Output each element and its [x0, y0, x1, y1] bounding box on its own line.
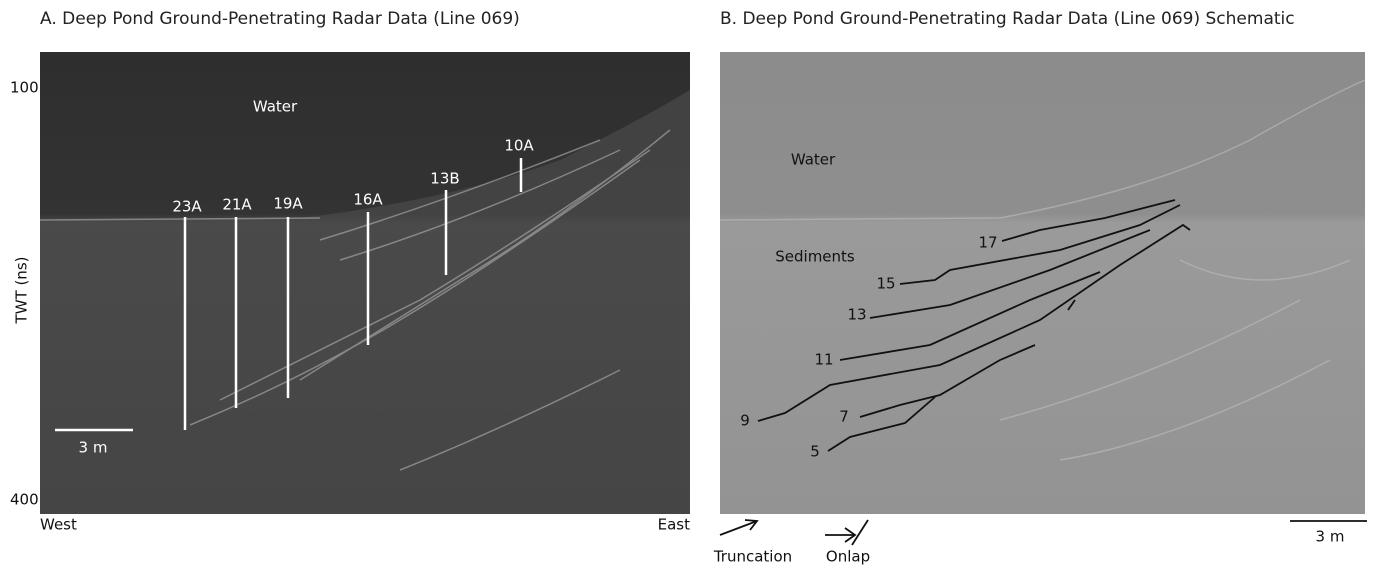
core-label: 19A — [273, 195, 303, 213]
reflections — [719, 79, 1366, 461]
y-axis-label: TWT (ns) — [13, 257, 31, 325]
core-label: 23A — [172, 198, 202, 216]
sediment-zone — [40, 90, 690, 514]
reflector-label: 7 — [839, 408, 849, 426]
reflector-lines — [719, 199, 1367, 546]
reflector-label: 11 — [814, 351, 833, 369]
sediments-label: Sediments — [775, 248, 855, 266]
core-label: 10A — [504, 137, 534, 155]
water-label: Water — [791, 151, 836, 169]
scale-label: 3 m — [1316, 528, 1345, 546]
radar-image — [720, 52, 1365, 514]
reflector-label: 9 — [740, 412, 750, 430]
west-label: West — [40, 516, 77, 534]
panel-title: A. Deep Pond Ground-Penetrating Radar Da… — [40, 9, 520, 29]
legend-label: Onlap — [826, 548, 870, 566]
core-label: 21A — [222, 196, 252, 214]
scale-label: 3 m — [79, 439, 108, 457]
east-label: East — [658, 516, 690, 534]
core-label: 13B — [430, 170, 459, 188]
panel-title: B. Deep Pond Ground-Penetrating Radar Da… — [720, 9, 1295, 29]
reflector-label: 17 — [978, 234, 997, 252]
reflector-label: 13 — [847, 306, 866, 324]
legend-label: Truncation — [713, 548, 792, 566]
reflector-label: 5 — [810, 443, 820, 461]
core-lines — [55, 158, 523, 432]
reflections — [39, 129, 671, 471]
core-label: 16A — [353, 191, 383, 209]
y-tick-label: 100 — [10, 79, 39, 97]
reflector-label: 15 — [876, 275, 895, 293]
y-tick-label: 400 — [10, 491, 39, 509]
water-label: Water — [253, 98, 298, 116]
